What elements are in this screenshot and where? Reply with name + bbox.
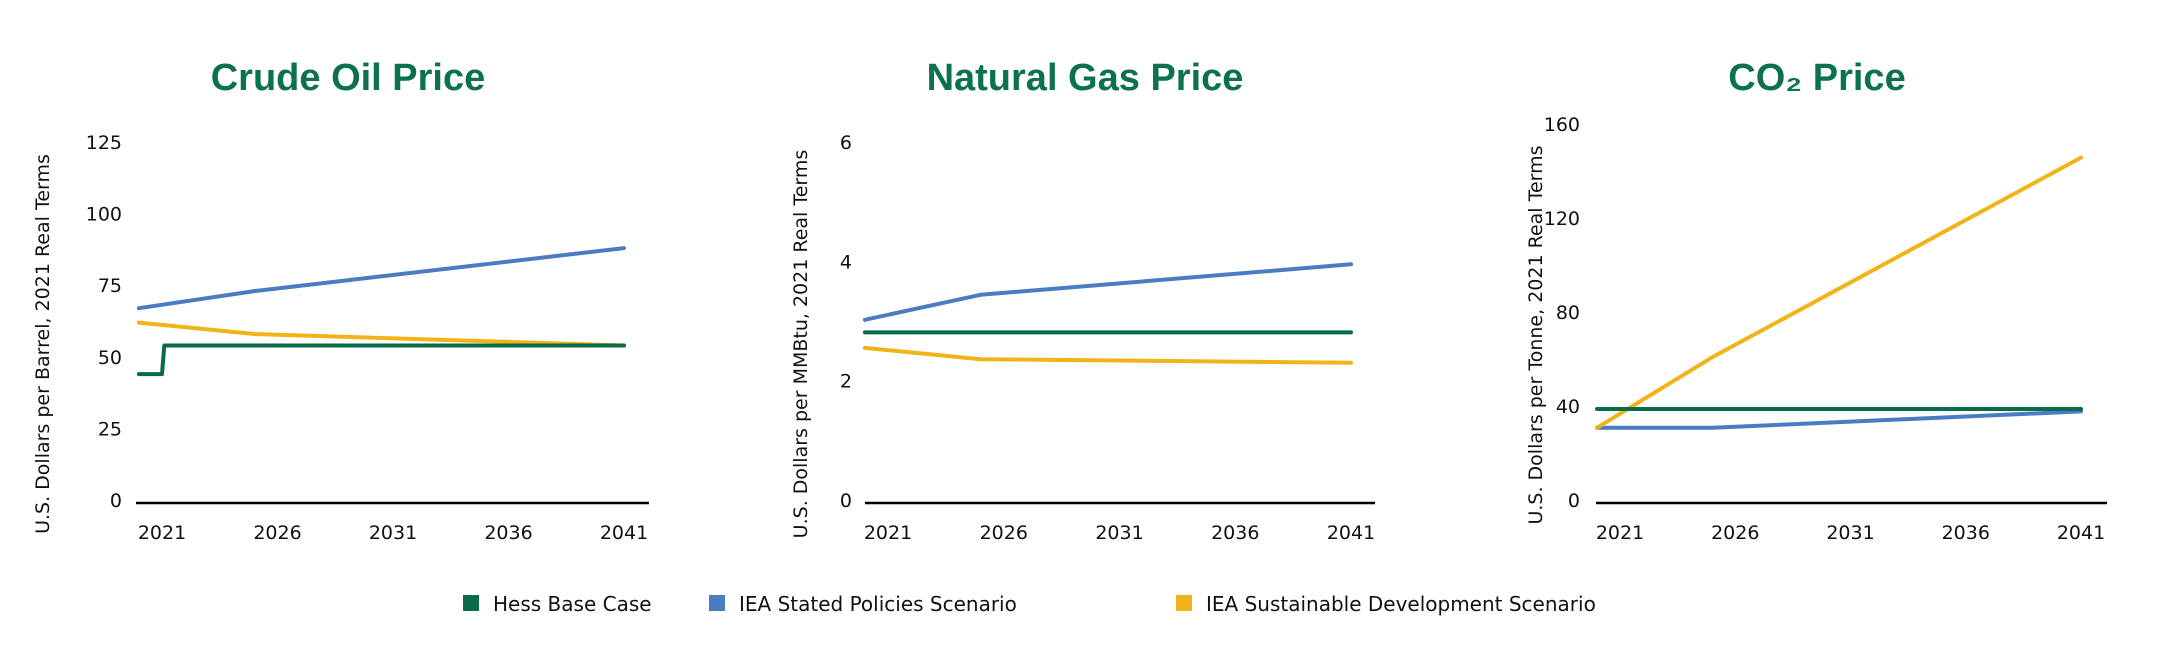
y-tick-label: 125	[86, 132, 122, 154]
series-line-iea-stated-policies-scenario	[862, 262, 1353, 322]
y-tick-label: 0	[110, 490, 122, 512]
y-tick-label: 80	[1556, 302, 1580, 324]
series-line-iea-sustainable-development-scenario	[1595, 155, 2083, 430]
y-axis-label: U.S. Dollars per Barrel, 2021 Real Terms	[32, 154, 54, 534]
y-tick-label: 25	[98, 418, 122, 440]
y-tick-label: 100	[86, 204, 122, 226]
x-tick-label: 2021	[138, 522, 186, 544]
y-tick-label: 120	[1544, 208, 1580, 230]
legend: Hess Base Case IEA Stated Policies Scena…	[463, 592, 1596, 616]
legend-swatch-stated	[709, 595, 725, 611]
legend-swatch-hess	[463, 595, 479, 611]
series-line-hess-base-case	[136, 343, 626, 377]
chart-title: CO₂ Price	[1728, 57, 1905, 99]
x-tick-label: 2021	[1596, 522, 1644, 544]
x-tick-label: 2031	[369, 522, 417, 544]
x-tick-label: 2031	[1826, 522, 1874, 544]
chart-panel-0: Crude Oil Price U.S. Dollars per Barrel, …	[32, 57, 649, 544]
legend-swatch-sustainable	[1176, 595, 1192, 611]
x-tick-label: 2036	[484, 522, 532, 544]
y-tick-label: 2	[840, 371, 852, 393]
x-tick-label: 2026	[1711, 522, 1759, 544]
y-tick-label: 50	[98, 347, 122, 369]
x-tick-label: 2041	[1327, 522, 1375, 544]
legend-label-hess: Hess Base Case	[493, 592, 652, 616]
x-tick-label: 2026	[980, 522, 1028, 544]
y-tick-label: 6	[840, 132, 852, 154]
x-tick-label: 2041	[2057, 522, 2105, 544]
y-tick-label: 75	[98, 275, 122, 297]
y-axis-label: U.S. Dollars per Tonne, 2021 Real Terms	[1525, 145, 1547, 524]
x-tick-label: 2021	[864, 522, 912, 544]
legend-label-stated: IEA Stated Policies Scenario	[739, 592, 1017, 616]
chart-title: Crude Oil Price	[211, 57, 486, 99]
y-tick-label: 4	[840, 251, 852, 273]
x-tick-label: 2036	[1211, 522, 1259, 544]
chart-title: Natural Gas Price	[927, 57, 1244, 99]
x-tick-label: 2031	[1095, 522, 1143, 544]
series-line-iea-sustainable-development-scenario	[136, 320, 626, 348]
chart-panel-2: CO₂ Price U.S. Dollars per Tonne, 2021 Re…	[1525, 57, 2107, 544]
y-tick-label: 0	[1568, 490, 1580, 512]
x-tick-label: 2036	[1942, 522, 1990, 544]
legend-label-sustainable: IEA Sustainable Development Scenario	[1206, 592, 1596, 616]
x-tick-label: 2041	[600, 522, 648, 544]
y-axis-label: U.S. Dollars per MMBtu, 2021 Real Terms	[790, 150, 812, 539]
series-line-iea-stated-policies-scenario	[1595, 409, 2083, 430]
y-tick-label: 40	[1556, 396, 1580, 418]
series-line-iea-stated-policies-scenario	[136, 246, 626, 311]
y-tick-label: 0	[840, 490, 852, 512]
x-tick-label: 2026	[253, 522, 301, 544]
chart-panel-1: Natural Gas Price U.S. Dollars per MMBtu,…	[790, 57, 1375, 544]
series-line-iea-sustainable-development-scenario	[862, 345, 1353, 365]
y-tick-label: 160	[1544, 114, 1580, 136]
